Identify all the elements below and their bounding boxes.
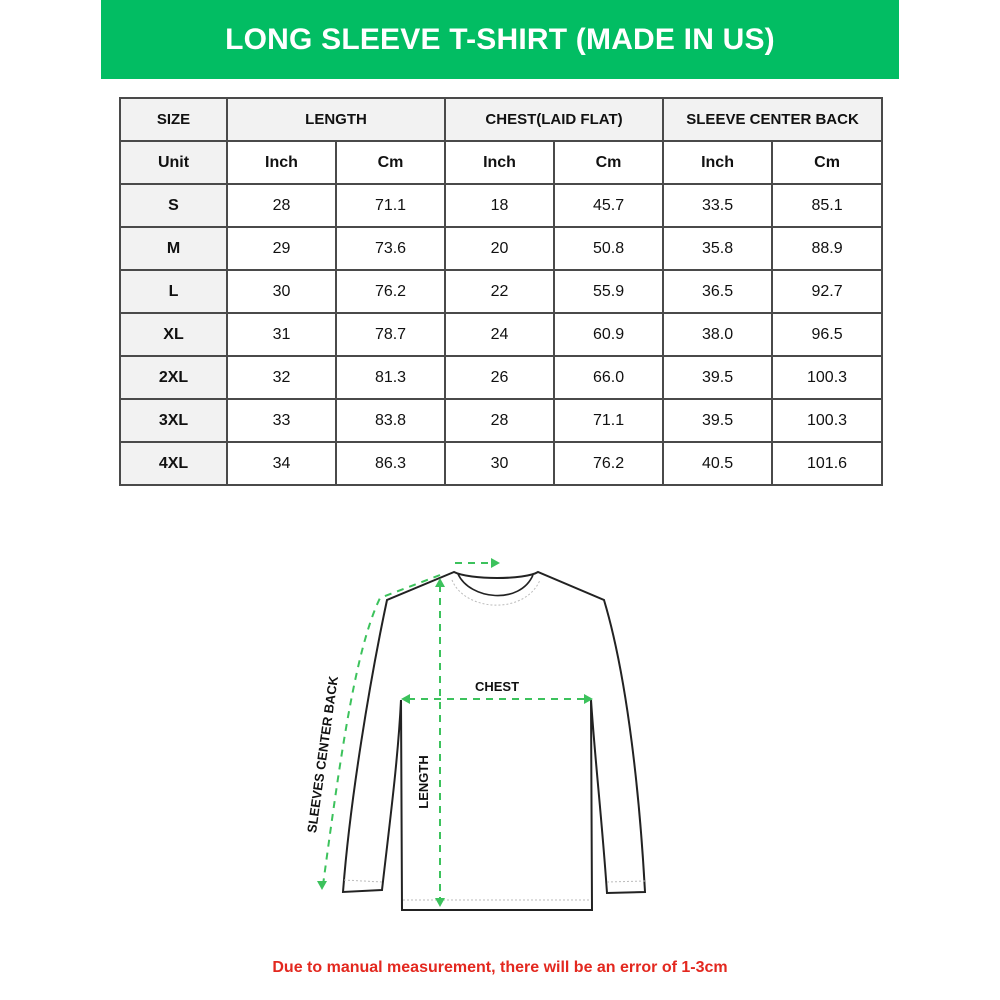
value-cell: 86.3 [334,441,447,486]
size-cell: 2XL [119,355,228,400]
value-cell: 66.0 [553,355,665,400]
arrow-left-icon [401,694,410,704]
stitching [343,579,646,901]
unit-cell: Inch [444,140,556,185]
arrow-up-icon [435,578,445,587]
header-chest: CHEST(LAID FLAT) [444,97,665,142]
arrow-down-icon [435,898,445,907]
header-row: SIZE LENGTH CHEST(LAID FLAT) SLEEVE CENT… [119,97,884,142]
table-row: 3XL 33 83.8 28 71.1 39.5 100.3 [119,398,884,443]
table-row: S 28 71.1 18 45.7 33.5 85.1 [119,183,884,228]
value-cell: 22 [444,269,556,314]
page-title: LONG SLEEVE T-SHIRT (MADE IN US) [225,22,775,56]
value-cell: 39.5 [662,355,774,400]
value-cell: 40.5 [662,441,774,486]
value-cell: 36.5 [662,269,774,314]
value-cell: 50.8 [553,226,665,271]
value-cell: 55.9 [553,269,665,314]
value-cell: 76.2 [334,269,447,314]
value-cell: 76.2 [553,441,665,486]
arrow-right-icon [584,694,593,704]
value-cell: 33 [226,398,337,443]
value-cell: 88.9 [771,226,884,271]
value-cell: 85.1 [771,183,884,228]
unit-row: Unit Inch Cm Inch Cm Inch Cm [119,140,884,185]
value-cell: 31 [226,312,337,357]
size-cell: 3XL [119,398,228,443]
value-cell: 35.8 [662,226,774,271]
measurement-note: Due to manual measurement, there will be… [272,959,728,976]
sleeve-line [322,562,493,886]
length-label: LENGTH [416,755,431,808]
table-row: 4XL 34 86.3 30 76.2 40.5 101.6 [119,441,884,486]
unit-label: Unit [119,140,228,185]
value-cell: 18 [444,183,556,228]
value-cell: 28 [444,398,556,443]
value-cell: 71.1 [334,183,447,228]
title-banner: LONG SLEEVE T-SHIRT (MADE IN US) [101,0,899,79]
value-cell: 83.8 [334,398,447,443]
value-cell: 81.3 [334,355,447,400]
value-cell: 20 [444,226,556,271]
unit-cell: Cm [553,140,665,185]
value-cell: 78.7 [334,312,447,357]
chest-label: CHEST [475,679,519,694]
size-cell: M [119,226,228,271]
measure-lines [322,562,586,900]
shirt-outline [341,570,647,911]
value-cell: 73.6 [334,226,447,271]
value-cell: 45.7 [553,183,665,228]
table-row: M 29 73.6 20 50.8 35.8 88.9 [119,226,884,271]
arrow-icons [317,558,593,907]
header-size: SIZE [119,97,228,142]
value-cell: 71.1 [553,398,665,443]
value-cell: 29 [226,226,337,271]
value-cell: 100.3 [771,398,884,443]
unit-cell: Cm [771,140,884,185]
header-sleeve: SLEEVE CENTER BACK [662,97,884,142]
table-row: L 30 76.2 22 55.9 36.5 92.7 [119,269,884,314]
arrow-right-icon [491,558,500,568]
size-cell: XL [119,312,228,357]
value-cell: 92.7 [771,269,884,314]
size-cell: S [119,183,228,228]
value-cell: 38.0 [662,312,774,357]
value-cell: 96.5 [771,312,884,357]
unit-cell: Inch [226,140,337,185]
table-row: 2XL 32 81.3 26 66.0 39.5 100.3 [119,355,884,400]
unit-cell: Inch [662,140,774,185]
size-table: SIZE LENGTH CHEST(LAID FLAT) SLEEVE CENT… [119,97,884,486]
unit-cell: Cm [334,140,447,185]
table-row: XL 31 78.7 24 60.9 38.0 96.5 [119,312,884,357]
value-cell: 60.9 [553,312,665,357]
value-cell: 39.5 [662,398,774,443]
value-cell: 33.5 [662,183,774,228]
size-cell: L [119,269,228,314]
sleeve-label: SLEEVES CENTER BACK [304,674,341,833]
value-cell: 34 [226,441,337,486]
header-length: LENGTH [225,97,447,142]
value-cell: 24 [444,312,556,357]
arrow-down-icon [317,881,327,890]
value-cell: 26 [444,355,556,400]
value-cell: 30 [444,441,556,486]
size-cell: 4XL [119,441,228,486]
value-cell: 30 [226,269,337,314]
value-cell: 101.6 [771,441,884,486]
value-cell: 100.3 [771,355,884,400]
value-cell: 28 [226,183,337,228]
value-cell: 32 [226,355,337,400]
